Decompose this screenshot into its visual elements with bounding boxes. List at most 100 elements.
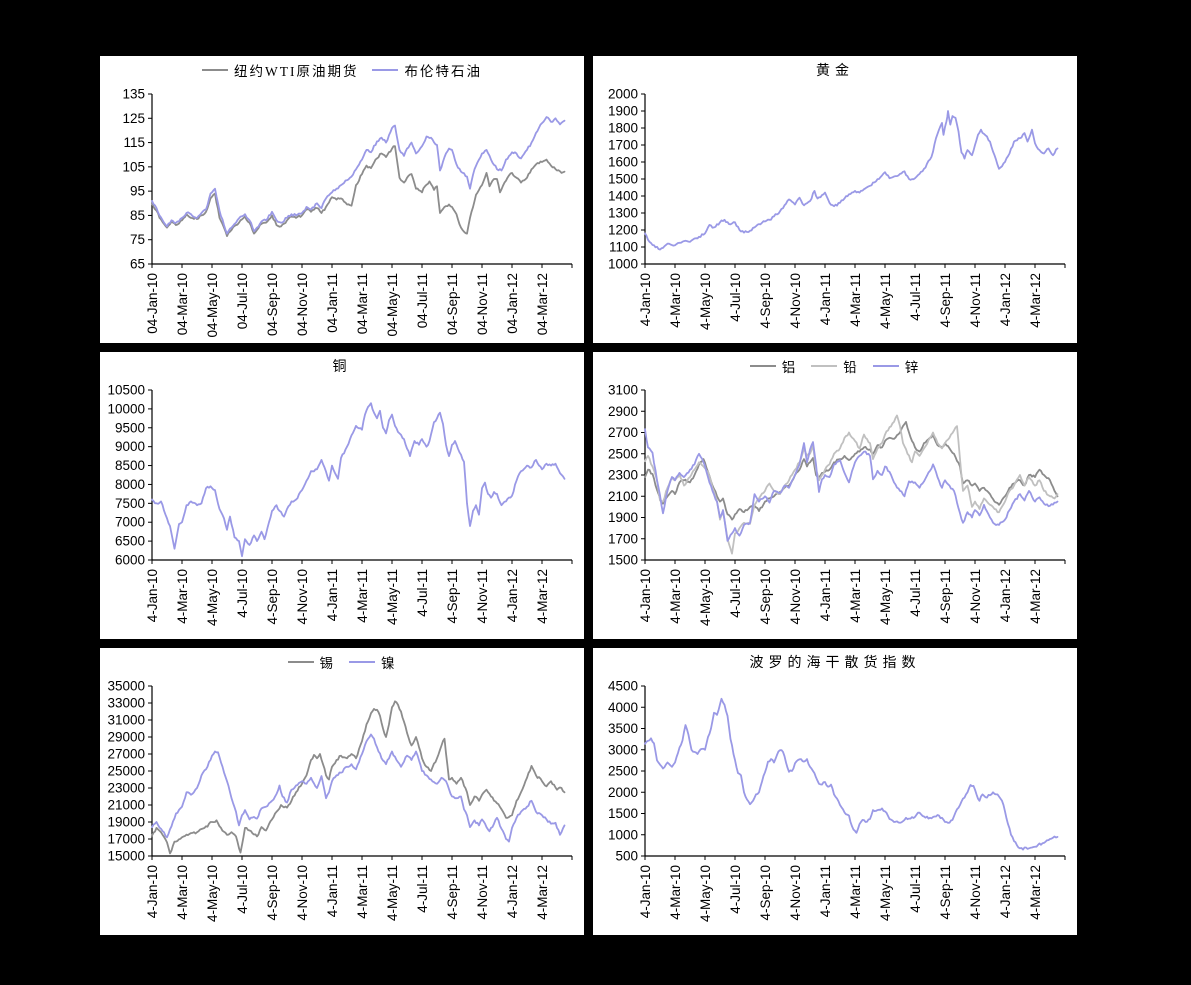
x-axis-label: 4-Mar-12 <box>535 865 550 920</box>
y-axis-label: 105 <box>122 159 145 174</box>
y-axis-label: 125 <box>122 111 145 126</box>
y-axis-label: 7500 <box>115 496 145 511</box>
chart-legend: 铝铅锌 <box>593 352 1077 380</box>
x-axis-label: 4-Jul-10 <box>728 569 743 618</box>
x-axis-label: 4-Jul-11 <box>908 569 923 617</box>
x-axis-label: 4-Mar-12 <box>1028 569 1043 624</box>
x-axis-label: 4-Jul-10 <box>235 865 250 914</box>
y-axis-label: 1500 <box>608 806 638 821</box>
legend-line-swatch <box>811 365 838 367</box>
legend-item: 铝 <box>749 356 798 376</box>
legend: 铝铅锌 <box>749 356 921 376</box>
x-axis: 4-Jan-10 4-Mar-10 4-May-10 4-Jul-10 4-Sep-10… <box>145 855 573 922</box>
x-axis-label: 4-Jan-10 <box>638 273 653 326</box>
series-lines <box>151 700 566 855</box>
series-line-波罗的海干散货指数 <box>644 697 1059 851</box>
x-axis-label: 4-Sep-10 <box>265 569 280 625</box>
y-axis-label: 31000 <box>107 713 145 728</box>
x-axis-label: 04-Mar-12 <box>535 273 550 335</box>
legend-item: 铅 <box>811 356 859 376</box>
x-axis-label: 4-Mar-11 <box>355 865 370 919</box>
legend-label: 镍 <box>381 656 397 671</box>
x-axis-label: 4-Mar-11 <box>848 569 863 623</box>
y-axis: 15000 17000 19000 21000 23000 25000 27000 29000… <box>107 679 153 864</box>
y-axis-label: 35000 <box>107 679 145 694</box>
y-axis-label: 1500 <box>608 553 638 568</box>
legend-line-swatch <box>749 365 776 367</box>
x-axis-label: 04-Sep-10 <box>265 273 280 336</box>
x-axis-label: 04-Jan-10 <box>145 273 160 334</box>
legend-item: 镍 <box>349 652 397 672</box>
x-axis-label: 4-May-10 <box>205 569 220 626</box>
x-axis-label: 4-Nov-11 <box>475 865 490 920</box>
x-axis-label: 04-Mar-10 <box>175 273 190 335</box>
y-axis-label: 8000 <box>115 477 145 492</box>
y-axis-label: 1700 <box>608 138 638 153</box>
y-axis-label: 9000 <box>115 439 145 454</box>
y-axis-label: 3500 <box>608 721 638 736</box>
x-axis-label: 4-Mar-12 <box>1028 273 1043 328</box>
x-axis-label: 4-Sep-10 <box>758 865 773 921</box>
chart-canvas-baltic-dry-index: 500 1000 1500 2000 2500 3000 3500 4000 4500 4-Jan… <box>608 679 1066 922</box>
y-axis-label: 1800 <box>608 121 638 136</box>
legend-label: 布伦特石油 <box>404 64 482 79</box>
series-line-铝 <box>644 421 1059 521</box>
y-axis-label: 75 <box>130 232 145 247</box>
x-axis-label: 4-Nov-11 <box>968 273 983 328</box>
series-line-黄金 <box>644 110 1059 251</box>
x-axis-label: 4-Jan-12 <box>505 865 520 918</box>
x-axis-label: 04-May-11 <box>385 273 400 337</box>
x-axis-label: 4-Mar-10 <box>668 569 683 624</box>
x-axis-label: 4-Mar-11 <box>355 569 370 623</box>
legend-label: 纽约WTI原油期货 <box>234 64 359 79</box>
chart-panel-gold: 黄金 1000 1100 1200 1300 1400 1500 1600 1700 1800 19… <box>593 56 1077 343</box>
x-axis-label: 4-Jul-11 <box>415 865 430 913</box>
x-axis-label: 4-May-11 <box>878 273 893 329</box>
x-axis-label: 4-Nov-10 <box>788 865 803 921</box>
y-axis-label: 3100 <box>608 383 638 398</box>
x-axis-label: 4-Sep-10 <box>758 569 773 625</box>
chart-canvas-copper: 6000 6500 7000 7500 8000 8500 9000 9500 10000 105… <box>107 383 573 626</box>
x-axis-label: 4-Jul-10 <box>728 273 743 322</box>
chart-title: 波罗的海干散货指数 <box>593 648 1077 676</box>
x-axis-label: 4-Mar-12 <box>535 569 550 624</box>
legend-line-swatch <box>349 661 375 663</box>
x-axis-label: 4-Mar-11 <box>848 865 863 919</box>
y-axis-label: 95 <box>130 184 145 199</box>
x-axis-label: 4-Jul-11 <box>415 569 430 617</box>
x-axis-label: 4-Jan-11 <box>818 865 833 917</box>
y-axis-label: 10500 <box>107 383 145 398</box>
y-axis-label: 135 <box>122 87 145 102</box>
y-axis-label: 1400 <box>608 189 638 204</box>
x-axis-label: 04-Nov-11 <box>475 273 490 335</box>
x-axis-label: 4-Jan-12 <box>998 273 1013 326</box>
x-axis-label: 4-Nov-11 <box>475 569 490 624</box>
chart-title: 铜 <box>100 352 584 380</box>
x-axis-label: 4-Sep-10 <box>265 865 280 921</box>
series-line-镍 <box>151 733 566 843</box>
x-axis-label: 4-May-10 <box>698 273 713 330</box>
x-axis-label: 04-Jul-11 <box>415 273 430 328</box>
y-axis-label: 1300 <box>608 206 638 221</box>
series-line-布伦特石油 <box>151 116 566 235</box>
y-axis-label: 1100 <box>609 240 638 255</box>
legend-label: 铝 <box>781 360 798 375</box>
legend-line-swatch <box>872 365 899 367</box>
x-axis-label: 4-Sep-11 <box>445 569 460 624</box>
y-axis-label: 6000 <box>115 553 145 568</box>
x-axis: 4-Jan-10 4-Mar-10 4-May-10 4-Jul-10 4-Sep-10… <box>638 559 1066 626</box>
x-axis-label: 4-Mar-10 <box>668 865 683 920</box>
chart-legend: 锡镍 <box>100 648 584 676</box>
legend-item: 锌 <box>872 356 921 376</box>
y-axis-label: 1600 <box>608 155 638 170</box>
series-lines <box>644 110 1059 251</box>
y-axis-label: 2000 <box>608 785 638 800</box>
chart-canvas-aluminum-lead-zinc: 1500 1700 1900 2100 2300 2500 2700 2900 3100 4-Ja… <box>608 383 1066 626</box>
series-lines <box>644 414 1059 555</box>
series-lines <box>644 697 1059 851</box>
chart-title-text: 波罗的海干散货指数 <box>749 656 921 671</box>
y-axis-label: 15000 <box>107 849 145 864</box>
x-axis-label: 4-Jan-11 <box>818 273 833 325</box>
legend-item: 纽约WTI原油期货 <box>202 60 358 80</box>
